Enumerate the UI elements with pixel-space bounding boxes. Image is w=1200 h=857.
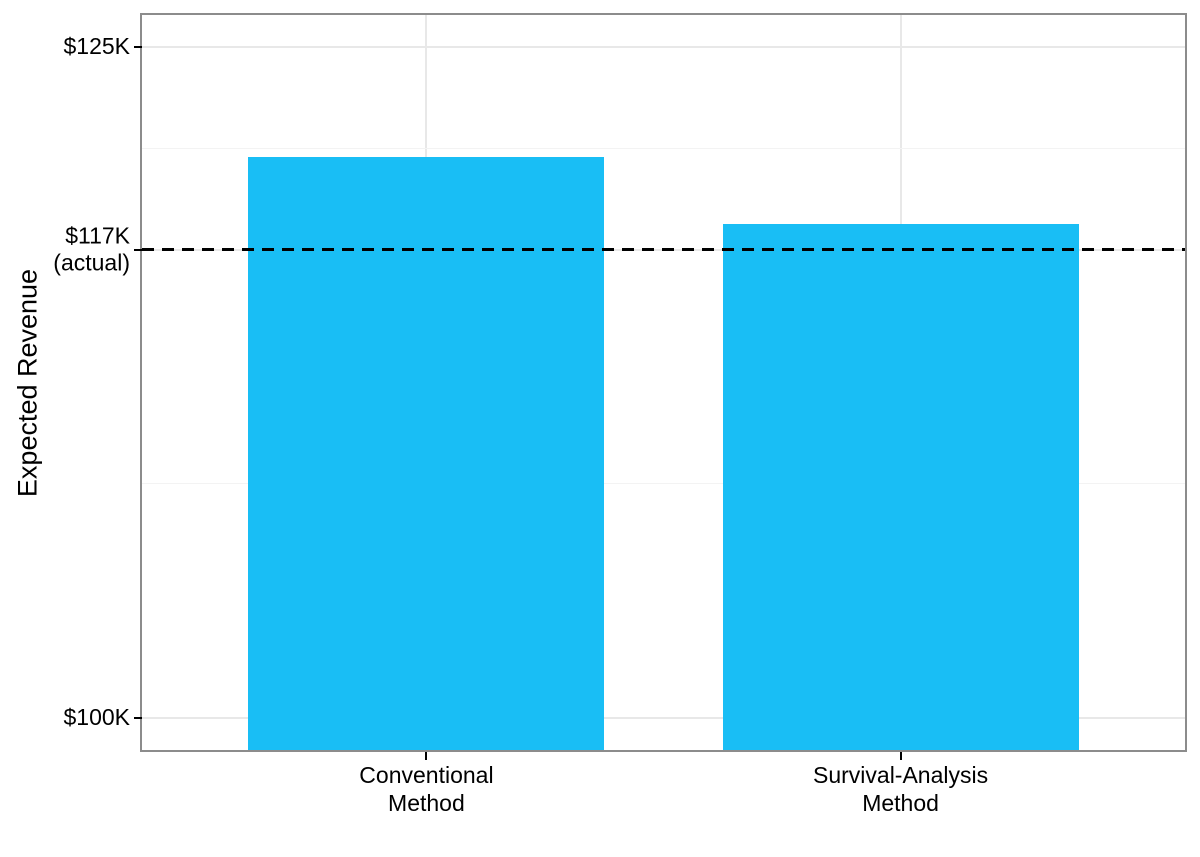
y-tick-label-actual: $117K (actual) (53, 222, 130, 277)
x-tick-text: Conventional (359, 762, 494, 788)
x-tick-text: Method (388, 789, 465, 816)
x-axis-tick (899, 752, 902, 760)
y-tick-label-100k: $100K (63, 704, 130, 732)
gridline-minor (142, 483, 1185, 485)
y-tick-label-125k: $125K (63, 33, 130, 61)
x-tick-text: Method (862, 789, 939, 816)
y-axis-title: Expected Revenue (12, 268, 43, 497)
x-tick-label-conventional-method: Conventional Method (359, 762, 493, 817)
bar-conventional-method (248, 157, 605, 750)
actual-revenue-dashed-line (142, 248, 1185, 252)
y-tick-text: $117K (65, 222, 130, 249)
y-axis-tick (134, 46, 142, 49)
x-tick-text: Survival-Analysis (813, 762, 989, 788)
y-tick-text: (actual) (53, 249, 130, 276)
gridline-major (142, 716, 1185, 719)
y-tick-text: $125K (63, 33, 130, 60)
plot-panel (140, 13, 1187, 752)
x-tick-label-survival-analysis-method: Survival-Analysis Method (813, 762, 988, 817)
bar-survival-analysis-method (722, 224, 1079, 750)
gridline-major (142, 46, 1185, 49)
y-axis-tick (134, 716, 142, 719)
y-axis-tick (134, 248, 142, 251)
y-tick-text: $100K (63, 704, 130, 730)
x-axis-tick (425, 752, 428, 760)
gridline-minor (142, 148, 1185, 150)
